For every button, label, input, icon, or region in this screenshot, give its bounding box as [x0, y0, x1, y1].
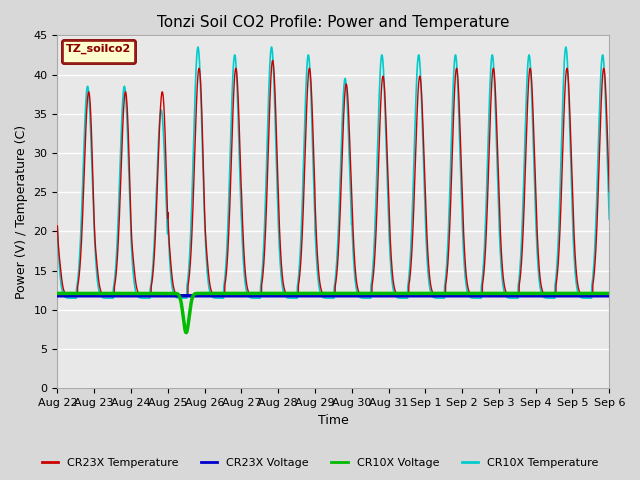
- Legend: : [62, 40, 135, 63]
- Legend: CR23X Temperature, CR23X Voltage, CR10X Voltage, CR10X Temperature: CR23X Temperature, CR23X Voltage, CR10X …: [37, 453, 603, 472]
- Y-axis label: Power (V) / Temperature (C): Power (V) / Temperature (C): [15, 125, 28, 299]
- Title: Tonzi Soil CO2 Profile: Power and Temperature: Tonzi Soil CO2 Profile: Power and Temper…: [157, 15, 509, 30]
- X-axis label: Time: Time: [318, 414, 349, 427]
